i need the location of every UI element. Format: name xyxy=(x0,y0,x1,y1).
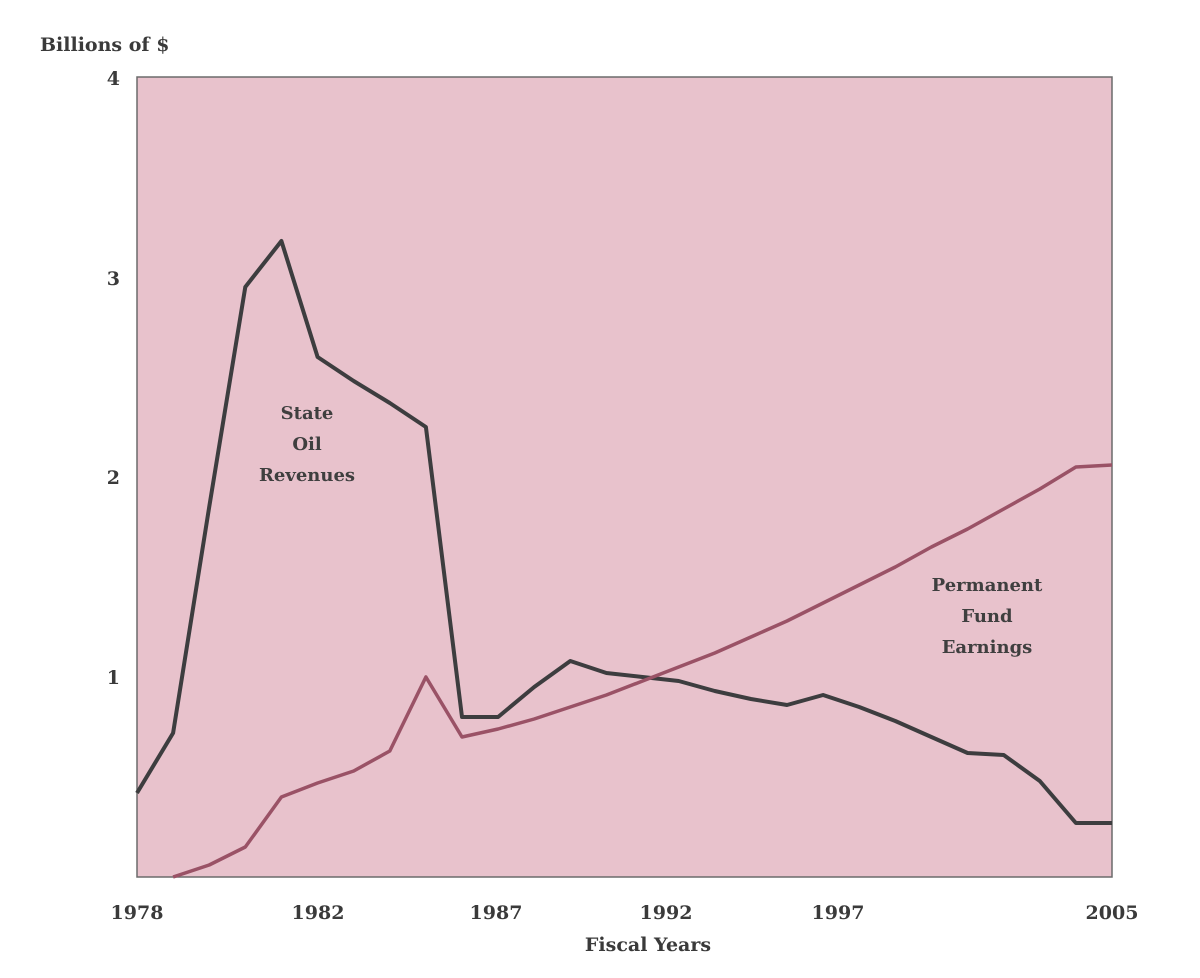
fund-series-label: Permanent Fund Earnings xyxy=(932,575,1043,658)
x-tick-label: 1997 xyxy=(812,902,865,924)
oil-revenues-line xyxy=(135,239,1112,825)
oil-label-line: Oil xyxy=(292,434,322,455)
x-tick-label: 1978 xyxy=(111,902,164,924)
y-tick-label: 1 xyxy=(107,667,120,689)
x-tick-label: 1982 xyxy=(292,902,345,924)
fund-label-line: Fund xyxy=(961,606,1013,627)
oil-label-line: Revenues xyxy=(259,465,355,486)
y-tick-label: 3 xyxy=(107,268,120,290)
y-tick-labels: 1 2 3 4 xyxy=(107,68,120,689)
fund-label-line: Earnings xyxy=(942,637,1033,658)
y-axis-label: Billions of $ xyxy=(40,34,169,56)
x-axis-label: Fiscal Years xyxy=(585,934,711,956)
fund-earnings-line xyxy=(172,463,1113,879)
y-tick-label: 4 xyxy=(107,68,120,90)
y-tick-label: 2 xyxy=(107,467,120,489)
fund-label-line: Permanent xyxy=(932,575,1043,596)
oil-series-label: State Oil Revenues xyxy=(259,403,355,486)
oil-label-line: State xyxy=(281,403,334,424)
x-tick-label: 2005 xyxy=(1086,902,1139,924)
x-tick-labels: 1978 1982 1987 1992 1997 2005 xyxy=(111,902,1139,924)
x-tick-label: 1987 xyxy=(470,902,523,924)
x-tick-label: 1992 xyxy=(640,902,693,924)
